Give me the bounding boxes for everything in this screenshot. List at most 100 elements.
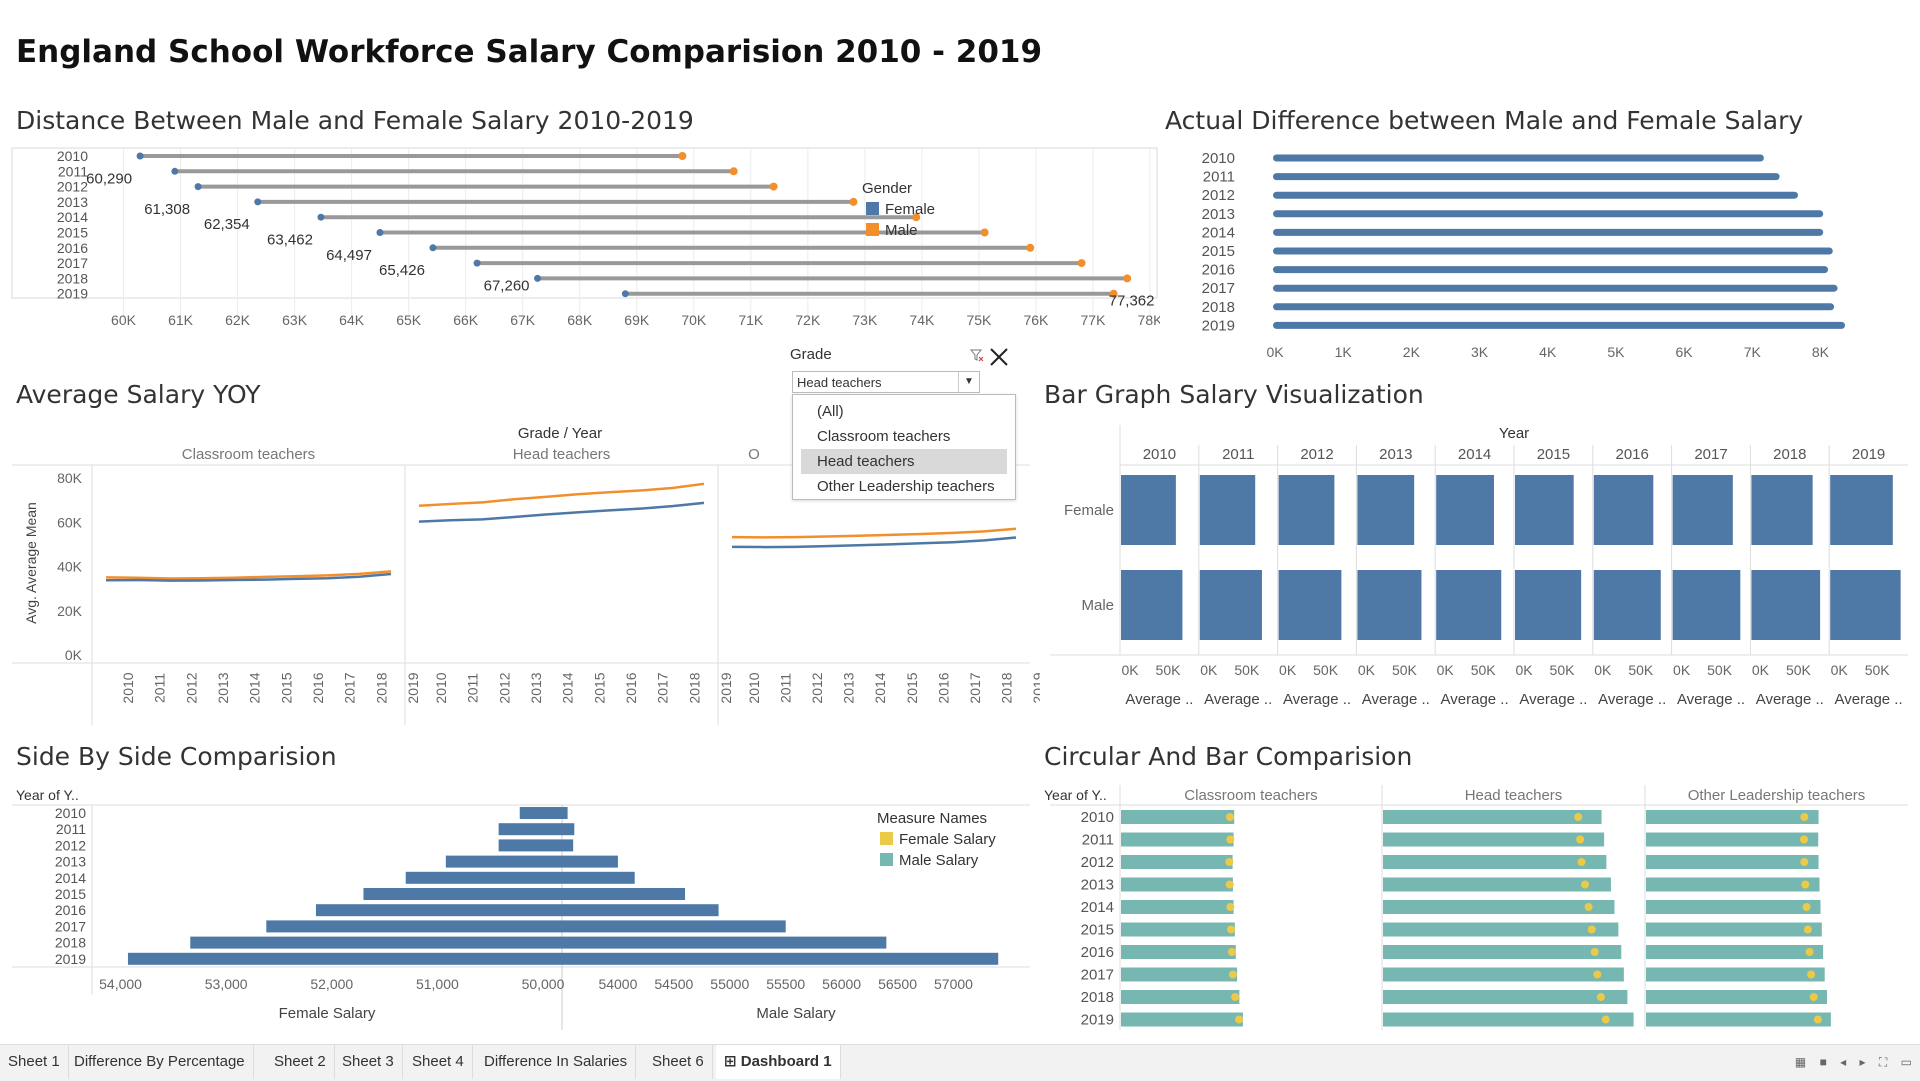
x-tick-label: 63K [282, 312, 308, 328]
female-salary-dot [1593, 970, 1602, 979]
y-tick-label: 20K [57, 603, 83, 619]
tab-dashboard-1[interactable]: ⊞ Dashboard 1 [716, 1045, 841, 1079]
male-bar [1593, 570, 1661, 640]
x-tick-label: 67K [510, 312, 536, 328]
difference-bar [1273, 173, 1780, 181]
prev-icon[interactable]: ◂ [1840, 1055, 1847, 1069]
male-bar [1515, 570, 1582, 640]
x-tick-label: 70K [681, 312, 707, 328]
grade-selected-value: Head teachers [797, 375, 882, 390]
grade-select[interactable]: Head teachers ▼ [792, 371, 980, 393]
female-salary-dot [1226, 925, 1235, 934]
x-tick-label: 72K [795, 312, 821, 328]
female-salary-dot [1226, 813, 1235, 821]
x-tick-label: 2010 [746, 672, 762, 703]
x-tick-label: 4K [1539, 344, 1557, 360]
grade-option-classroom[interactable]: Classroom teachers [817, 428, 951, 445]
male-bar [1436, 570, 1502, 640]
x-tick-label: 2019 [405, 672, 421, 703]
x-tick-label: 2011 [465, 673, 481, 703]
male-salary-bar [1121, 855, 1233, 869]
tab-sheet-3[interactable]: Sheet 3 [334, 1045, 403, 1079]
male-salary-bar [1646, 877, 1820, 892]
female-salary-dot [1227, 948, 1236, 956]
year-label: 2018 [1202, 299, 1235, 316]
x-tick-label: 53,000 [205, 976, 248, 992]
pane-label: O [748, 446, 760, 463]
data-label: 62,354 [204, 216, 250, 233]
year-label: 2014 [1081, 899, 1114, 916]
grade-option-other[interactable]: Other Leadership teachers [817, 478, 995, 495]
tab-sheet-6[interactable]: Sheet 6 [644, 1045, 713, 1079]
x-tick-label: 0K [1673, 662, 1691, 678]
grade-filter-label: Grade [790, 346, 832, 363]
sheet-tab-bar: Sheet 1 Difference By Percentage Sheet 2… [0, 1044, 1920, 1081]
panel2-title: Actual Difference between Male and Femal… [1165, 106, 1804, 135]
grade-option-head[interactable]: Head teachers [801, 449, 1007, 474]
year-label: 2015 [55, 886, 86, 902]
tab-sheet-1[interactable]: Sheet 1 [0, 1045, 69, 1079]
sheet-view-icon[interactable]: ▦ [1794, 1055, 1807, 1069]
measure-label: Average .. [1362, 691, 1430, 708]
male-point [849, 197, 858, 206]
fullscreen-icon[interactable]: ⛶ [1878, 1055, 1888, 1069]
male-salary-bar [562, 839, 574, 852]
year-label: 2011 [56, 821, 86, 837]
year-label: 2015 [57, 225, 88, 241]
x-tick-label: 69K [624, 312, 650, 328]
x-tick-label: 78K [1138, 312, 1160, 328]
male-point [912, 213, 921, 222]
legend-male-salary: Male Salary [899, 852, 979, 869]
female-salary-dot [1596, 993, 1605, 1001]
x-tick-label: 2017 [967, 672, 983, 703]
x-tick-label: 2014 [560, 672, 576, 703]
year-label: 2010 [1143, 446, 1176, 463]
year-label: 2018 [1773, 446, 1806, 463]
x-tick-label: 7K [1744, 344, 1762, 360]
x-tick-label: 76K [1023, 312, 1049, 328]
x-tick-label: 2017 [342, 672, 358, 703]
x-tick-label: 2012 [183, 672, 199, 703]
x-tick-label: 0K [1121, 662, 1139, 678]
x-tick-label: 2018 [686, 672, 702, 703]
measure-label: Average .. [1125, 691, 1193, 708]
tab-sheet-4[interactable]: Sheet 4 [404, 1045, 473, 1079]
chevron-down-icon[interactable]: ▼ [958, 372, 979, 392]
x-tick-label: 0K [1752, 662, 1770, 678]
y-tick-label: 0K [65, 647, 83, 663]
male-salary-bar [1121, 900, 1234, 914]
x-tick-label: 2K [1403, 344, 1421, 360]
year-label: 2019 [55, 951, 86, 967]
next-icon[interactable]: ▸ [1859, 1055, 1866, 1069]
dumbbell-chart: 60K 61K 62K 63K 64K 65K 66K 67K 68K 69K 70K 71K 72K 7… [11, 147, 1160, 328]
female-bar [1278, 475, 1335, 545]
x-tick-label: 56000 [822, 976, 861, 992]
female-salary-dot [1809, 993, 1818, 1001]
tab-difference-in-salaries[interactable]: Difference In Salaries [476, 1045, 637, 1079]
grade-option-all[interactable]: (All) [817, 403, 844, 420]
x-tick-label: 0K [1515, 662, 1533, 678]
male-salary-bar [1646, 990, 1827, 1004]
x-tick-label: 50K [1392, 662, 1418, 678]
difference-bar [1273, 284, 1838, 292]
year-label: 2014 [57, 209, 88, 225]
x-tick-label: 2012 [496, 672, 512, 703]
female-salary-dot [1800, 858, 1809, 866]
measure-label: Average .. [1835, 691, 1903, 708]
data-label: 61,308 [144, 201, 190, 218]
present-icon[interactable]: ▭ [1900, 1055, 1912, 1069]
female-line [731, 536, 1017, 549]
tab-difference-by-percentage[interactable]: Difference By Percentage [66, 1045, 254, 1079]
stop-icon[interactable]: ■ [1819, 1055, 1827, 1069]
male-bar [1121, 570, 1183, 640]
bar-dot-chart: Year of Y.. 2010 2011 2012 2013 2014 2015 2016 2… [1044, 785, 1908, 1030]
measure-label: Average .. [1283, 691, 1351, 708]
year-label: 2017 [57, 255, 88, 271]
close-icon[interactable] [988, 346, 1010, 368]
clear-filter-icon[interactable] [970, 348, 984, 362]
panel4-title: Bar Graph Salary Visualization [1044, 380, 1424, 409]
row-label-female: Female [1064, 502, 1114, 519]
pane-label: Head teachers [513, 446, 611, 463]
tab-sheet-2[interactable]: Sheet 2 [266, 1045, 335, 1079]
year-label: 2019 [1081, 1012, 1114, 1029]
